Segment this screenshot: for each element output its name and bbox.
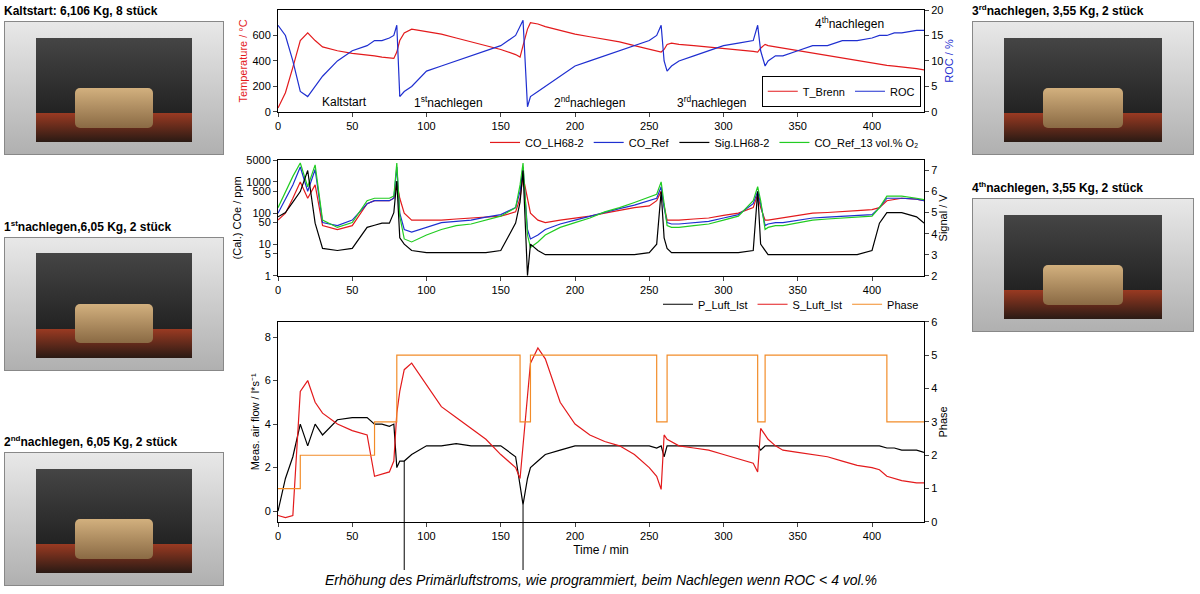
svg-text:1: 1 [265,270,271,282]
svg-text:6: 6 [931,316,937,328]
svg-text:200: 200 [566,120,584,132]
svg-text:350: 350 [789,284,807,296]
svg-text:Signal / V: Signal / V [937,194,949,242]
svg-text:150: 150 [492,530,510,542]
svg-text:0: 0 [931,516,937,528]
svg-text:3: 3 [931,416,937,428]
svg-text:100: 100 [417,284,435,296]
svg-text:T_Brenn: T_Brenn [803,86,845,98]
svg-text:ROC / %: ROC / % [943,39,955,83]
svg-text:Sig.LH68-2: Sig.LH68-2 [714,137,769,149]
svg-text:4​th​nachlegen: 4​th​nachlegen [815,15,884,31]
html-text:Kaltstart: 6,106 Kg, 8 stück: Kaltstart: 6,106 Kg, 8 stück [4,4,158,18]
svg-text:150: 150 [492,120,510,132]
svg-text:5: 5 [265,248,271,260]
svg-text:50: 50 [346,120,358,132]
svg-text:50: 50 [346,530,358,542]
html-text:3rdnachlegen, 3,55 Kg, 2 stück: 3rdnachlegen, 3,55 Kg, 2 stück [972,3,1144,18]
svg-text:200: 200 [252,80,270,92]
svg-text:350: 350 [789,530,807,542]
svg-text:0: 0 [275,530,281,542]
html-text:2ndnachlegen, 6,05 Kg, 2 stück: 2ndnachlegen, 6,05 Kg, 2 stück [4,434,178,449]
svg-text:50: 50 [259,216,271,228]
svg-text:300: 300 [714,120,732,132]
svg-text:Phase: Phase [887,299,918,311]
svg-text:400: 400 [863,284,881,296]
svg-text:4: 4 [931,227,937,239]
svg-text:400: 400 [863,530,881,542]
svg-text:50: 50 [346,284,358,296]
svg-text:Erhöhung des Primärluftstroms,: Erhöhung des Primärluftstroms, wie progr… [325,572,877,588]
svg-text:Time / min: Time / min [573,543,629,557]
svg-text:0: 0 [931,106,937,118]
svg-text:8: 8 [265,331,271,343]
svg-text:20: 20 [931,4,943,16]
svg-text:400: 400 [863,120,881,132]
svg-text:5: 5 [931,349,937,361]
svg-text:0: 0 [265,505,271,517]
svg-text:300: 300 [714,284,732,296]
svg-text:3: 3 [931,249,937,261]
svg-text:Kaltstart: Kaltstart [322,95,367,109]
svg-text:ROC: ROC [890,86,915,98]
svg-text:2​nd​nachlegen: 2​nd​nachlegen [554,94,625,110]
svg-text:200: 200 [566,284,584,296]
svg-text:4: 4 [931,382,937,394]
svg-text:Meas. air flow / l*s⁻¹: Meas. air flow / l*s⁻¹ [249,373,261,470]
svg-text:500: 500 [252,185,270,197]
svg-text:400: 400 [252,55,270,67]
svg-text:10: 10 [259,238,271,250]
svg-text:1​st​nachlegen: 1​st​nachlegen [414,94,483,110]
svg-text:100: 100 [252,207,270,219]
svg-text:6: 6 [931,185,937,197]
svg-text:600: 600 [252,29,270,41]
svg-text:0: 0 [275,120,281,132]
svg-text:250: 250 [640,284,658,296]
svg-text:100: 100 [417,530,435,542]
svg-text:250: 250 [640,120,658,132]
svg-text:Temperature / °C: Temperature / °C [237,19,249,102]
svg-text:1: 1 [931,482,937,494]
svg-text:100: 100 [417,120,435,132]
svg-text:3​rd​nachlegen: 3​rd​nachlegen [677,94,747,110]
svg-text:350: 350 [789,120,807,132]
svg-text:2: 2 [931,270,937,282]
svg-text:5: 5 [931,206,937,218]
svg-text:0: 0 [275,284,281,296]
svg-text:5000: 5000 [246,154,270,166]
svg-text:15: 15 [931,29,943,41]
svg-text:Phase: Phase [937,406,949,437]
html-text:1stnachlegen,6,05 Kg, 2 stück: 1stnachlegen,6,05 Kg, 2 stück [4,218,172,234]
svg-text:7: 7 [931,164,937,176]
svg-text:4: 4 [265,418,271,430]
svg-text:CO_Ref_13 vol.% O₂: CO_Ref_13 vol.% O₂ [814,137,918,149]
svg-text:2: 2 [265,461,271,473]
html-text:4thnachlegen, 3,55 Kg, 2 stück: 4thnachlegen, 3,55 Kg, 2 stück [972,180,1143,195]
svg-text:5: 5 [931,80,937,92]
svg-text:250: 250 [640,530,658,542]
svg-text:S_Luft_Ist: S_Luft_Ist [793,299,843,311]
svg-text:0: 0 [265,106,271,118]
svg-text:2: 2 [931,449,937,461]
svg-text:CO_LH68-2: CO_LH68-2 [525,137,584,149]
svg-text:CO_Ref: CO_Ref [629,137,670,149]
svg-text:(Cal.) COe / ppm: (Cal.) COe / ppm [231,176,243,259]
svg-text:300: 300 [714,530,732,542]
svg-text:P_Luft_Ist: P_Luft_Ist [698,299,748,311]
svg-text:10: 10 [931,55,943,67]
svg-text:200: 200 [566,530,584,542]
svg-text:150: 150 [492,284,510,296]
svg-text:1000: 1000 [246,176,270,188]
svg-text:6: 6 [265,374,271,386]
